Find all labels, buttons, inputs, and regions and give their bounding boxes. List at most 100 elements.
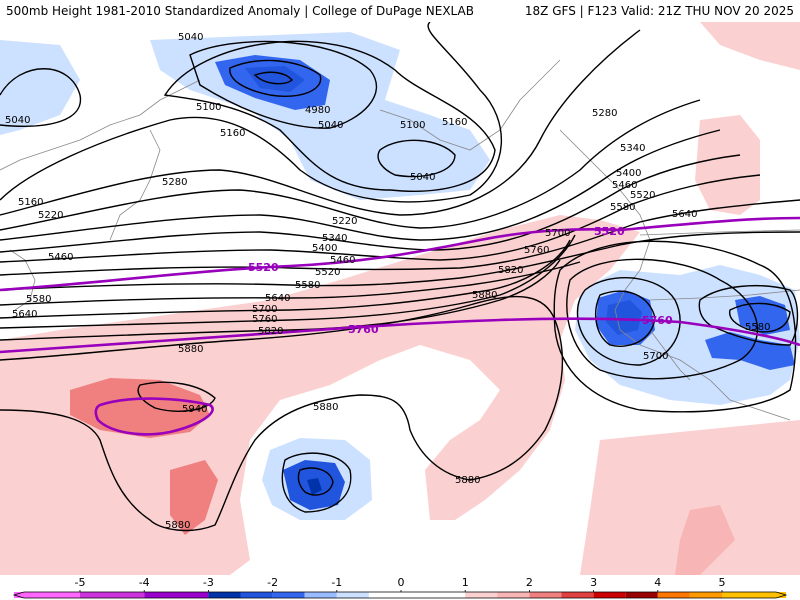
label-5700: 5700 — [643, 351, 668, 362]
alaska-coast — [379, 59, 561, 151]
label-5400: 5400 — [312, 243, 337, 254]
colorbar-bin — [465, 592, 498, 598]
colorbar-bin — [625, 592, 658, 598]
label-5460: 5460 — [330, 255, 355, 266]
colorbar: -5 -4 -3 -2 -1 0 1 2 3 4 5 — [0, 575, 800, 600]
colorbar-bin — [689, 592, 722, 598]
colorbar-tick-label: -5 — [75, 576, 86, 589]
label-5880: 5880 — [455, 475, 480, 486]
colorbar-bins — [12, 591, 788, 599]
colorbar-bin — [497, 592, 530, 598]
contour-labels: 5040 5040 5040 5040 4980 5100 5100 5160 … — [5, 32, 770, 531]
map-title: 500mb Height 1981-2010 Standardized Anom… — [6, 4, 474, 18]
bc-coast — [559, 129, 651, 241]
label-5520: 5520 — [315, 267, 340, 278]
mexico-coast — [639, 344, 791, 421]
highlight-label-5760: 5760 — [348, 323, 379, 336]
colorbar-bin — [657, 592, 690, 598]
label-5220: 5220 — [38, 210, 63, 221]
label-5940: 5940 — [182, 404, 207, 415]
model-run-info: 18Z GFS | F123 Valid: 21Z THU NOV 20 202… — [524, 4, 794, 18]
highlight-label-5520: 5520 — [248, 261, 279, 274]
nw-pacific-light-blue — [0, 40, 80, 135]
colorbar-bin — [433, 592, 466, 598]
contour-5580 — [0, 231, 800, 291]
label-5040: 5040 — [178, 32, 203, 43]
colorbar-bin — [272, 592, 305, 598]
anomaly-map: 5040 5040 5040 5040 4980 5100 5100 5160 … — [0, 22, 800, 575]
contour-5100 — [163, 40, 496, 192]
colorbar-bin — [336, 592, 369, 598]
se-corner-orange — [675, 505, 735, 575]
label-5880: 5880 — [178, 344, 203, 355]
highlight-5760 — [0, 317, 800, 354]
highlight-labels: 5520 5520 5760 5760 — [248, 225, 673, 336]
contour-subtropical-low — [281, 452, 352, 513]
contour-5040-gulf — [377, 139, 456, 178]
canada-border — [639, 229, 800, 236]
label-5580: 5580 — [26, 294, 51, 305]
label-5220: 5220 — [332, 216, 357, 227]
colorbar-bin — [14, 592, 80, 598]
label-5340: 5340 — [620, 143, 645, 154]
northwest-canada-light-blue — [430, 120, 470, 165]
label-5700: 5700 — [252, 304, 277, 315]
colorbar-tick-label: 0 — [398, 576, 405, 589]
contour-sw-low-5700 — [566, 258, 759, 380]
canada-pink — [695, 115, 760, 215]
colorbar-tick-label: 1 — [462, 576, 469, 589]
colorbar-tick-label: 4 — [654, 576, 661, 589]
contour-5760 — [0, 234, 576, 329]
contour-sw-low-5580 — [594, 290, 656, 347]
label-5640: 5640 — [12, 309, 37, 320]
label-5880: 5880 — [165, 520, 190, 531]
contour-5400 — [0, 154, 741, 253]
label-5700: 5700 — [545, 228, 570, 239]
ne-corner-pink — [700, 22, 800, 70]
highlight-5520 — [0, 216, 800, 292]
colorbar-bin — [529, 592, 562, 598]
highlight-contours — [0, 216, 800, 436]
colorbar-tick-label: 5 — [719, 576, 726, 589]
label-5160: 5160 — [18, 197, 43, 208]
label-5640: 5640 — [672, 209, 697, 220]
baja — [649, 329, 691, 381]
contour-5460 — [0, 174, 761, 263]
colorbar-bin — [561, 592, 594, 598]
label-5460: 5460 — [612, 180, 637, 191]
contour-5040-nw — [0, 68, 82, 127]
contour-5220 — [0, 29, 641, 216]
contour-5700 — [0, 239, 571, 319]
label-5160: 5160 — [220, 128, 245, 139]
kamchatka-coast — [109, 129, 161, 241]
label-5040: 5040 — [5, 115, 30, 126]
us-west-coast — [614, 239, 651, 346]
colorbar-tick-label: -3 — [203, 576, 214, 589]
strong-negative-anomaly-shading — [215, 55, 795, 510]
colorbar-outline — [12, 591, 788, 599]
colorbar-tick-label: 2 — [526, 576, 533, 589]
label-5820: 5820 — [258, 326, 283, 337]
colorbar-bin — [144, 592, 209, 598]
contour-subtropical-inner — [297, 467, 334, 496]
label-5760: 5760 — [524, 245, 549, 256]
label-5520: 5520 — [630, 190, 655, 201]
subtropical-pink-spot — [170, 460, 218, 535]
contour-5040-aleutian — [189, 40, 377, 129]
contour-5160 — [0, 22, 502, 203]
highlight-5940-loop — [94, 397, 214, 436]
contour-sw-low-outer — [553, 240, 797, 413]
contour-texas-inner — [728, 302, 791, 333]
colorbar-bin — [80, 592, 145, 598]
asia-coast — [0, 79, 201, 171]
colorbar-tick-label: -4 — [139, 576, 150, 589]
colorbar-tick-label: -1 — [331, 576, 342, 589]
contour-texas — [698, 285, 799, 346]
label-5280: 5280 — [162, 177, 187, 188]
label-5400: 5400 — [616, 168, 641, 179]
label-5880: 5880 — [313, 402, 338, 413]
label-5640: 5640 — [265, 293, 290, 304]
label-4980: 4980 — [305, 105, 330, 116]
contour-inner-low — [253, 71, 293, 85]
label-5040: 5040 — [318, 120, 343, 131]
